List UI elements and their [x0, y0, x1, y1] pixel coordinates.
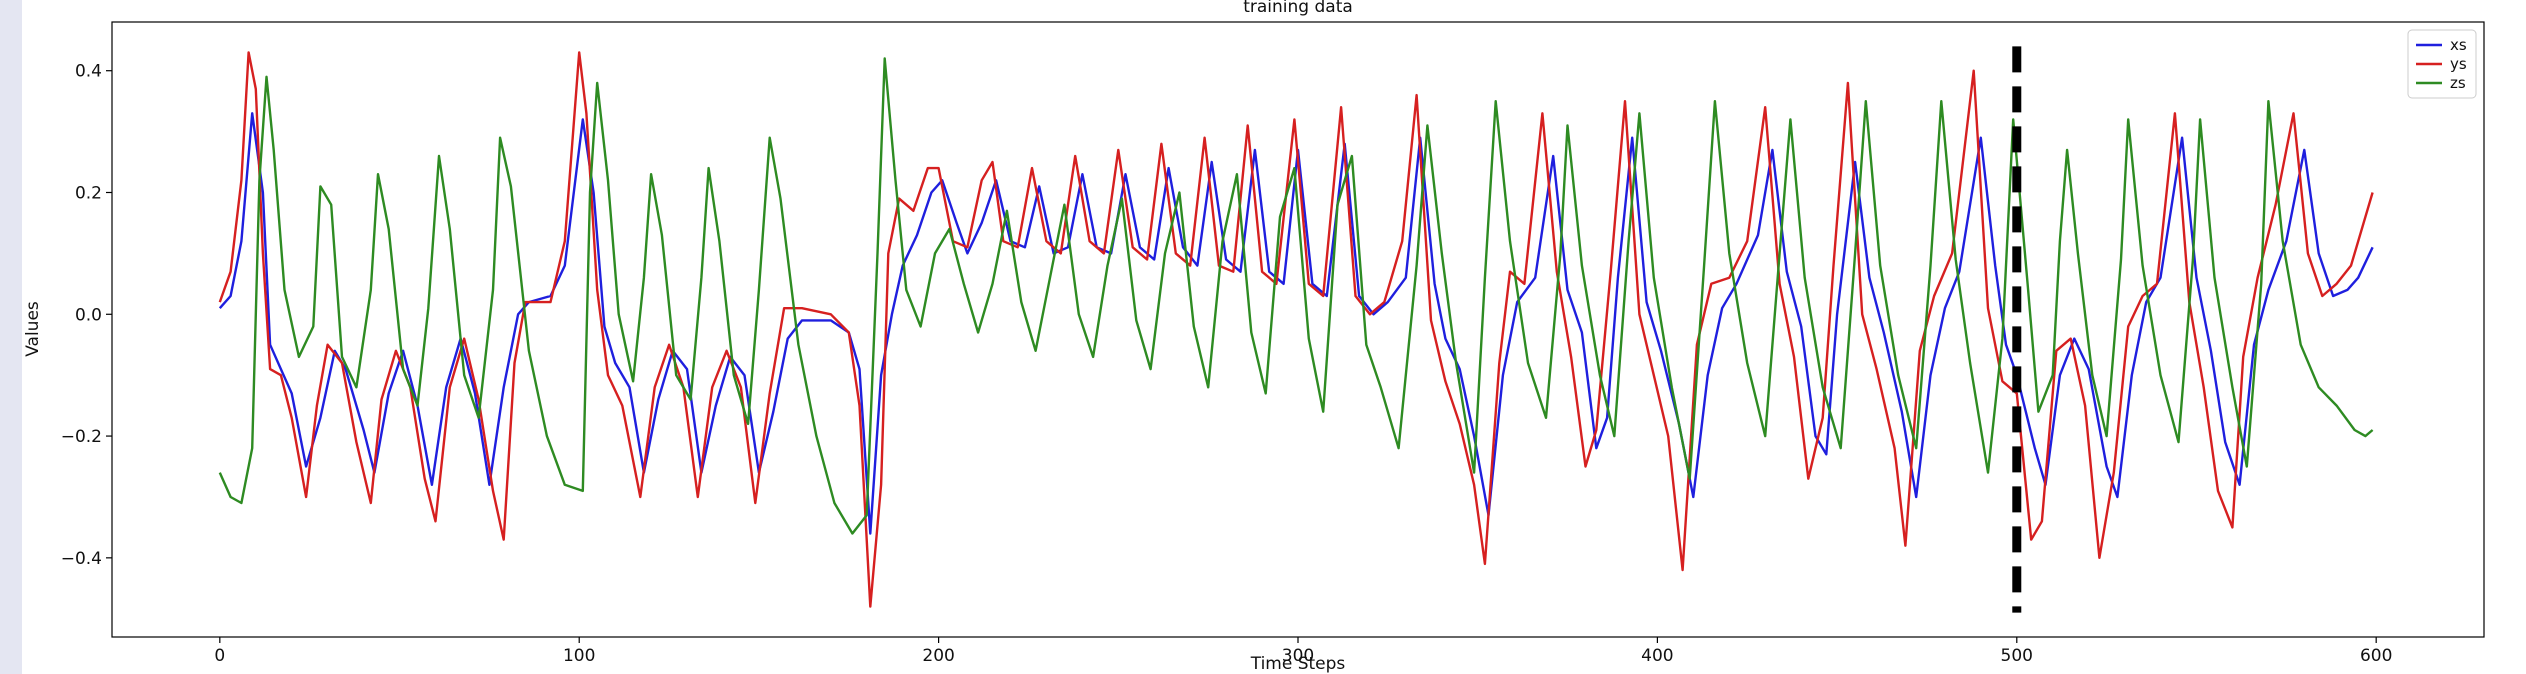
plot-frame [111, 21, 2485, 638]
y-tick-label: −0.2 [61, 427, 102, 447]
x-tick-label: 500 [2001, 646, 2033, 666]
legend-label-xs: xs [2450, 36, 2467, 54]
legend-label-ys: ys [2450, 55, 2467, 73]
y-tick-label: 0.0 [75, 305, 102, 325]
window-edge-strip [0, 0, 22, 674]
series-line-ys [218, 51, 2374, 608]
y-tick-label: 0.4 [75, 62, 102, 82]
y-axis-label: Values [23, 301, 43, 357]
x-tick-label: 300 [1282, 646, 1314, 666]
y-tick-label: −0.4 [61, 549, 102, 569]
x-tick-label: 0 [214, 646, 225, 666]
y-axis: −0.4 −0.2 0.0 0.2 0.4 [61, 62, 112, 569]
y-tick-label: 0.2 [75, 183, 102, 203]
x-tick-label: 200 [922, 646, 954, 666]
legend-label-zs: zs [2450, 74, 2466, 92]
x-tick-label: 600 [2360, 646, 2392, 666]
x-axis: 0 100 200 300 400 500 600 [214, 637, 2392, 666]
x-axis-label: Time Steps [1250, 654, 1346, 674]
x-tick-label: 100 [563, 646, 595, 666]
x-tick-label: 400 [1641, 646, 1673, 666]
chart-title: training data [1243, 0, 1353, 17]
